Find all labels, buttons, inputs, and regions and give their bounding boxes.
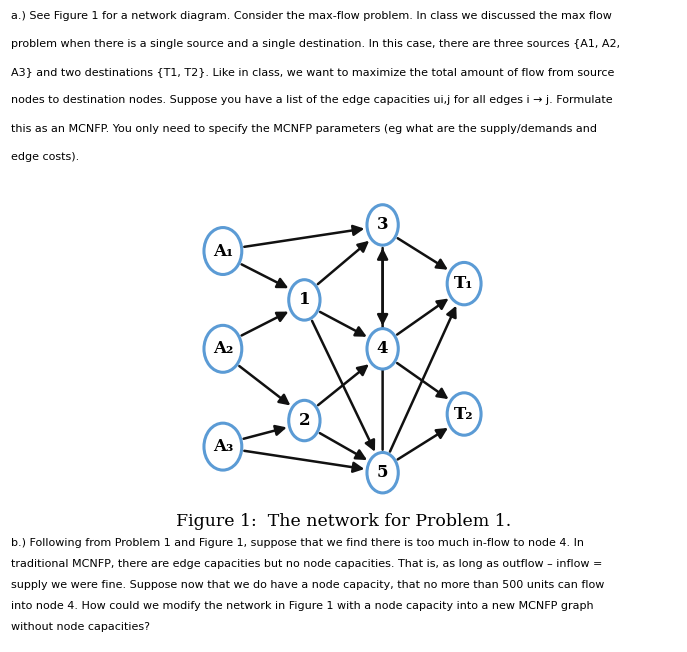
Ellipse shape [367,329,398,369]
Text: traditional MCNFP, there are edge capacities but no node capacities. That is, as: traditional MCNFP, there are edge capaci… [11,559,602,569]
Text: T₁: T₁ [454,275,474,292]
Ellipse shape [447,393,481,436]
Ellipse shape [367,452,398,493]
Text: into node 4. How could we modify the network in Figure 1 with a node capacity in: into node 4. How could we modify the net… [11,601,594,611]
Text: nodes to destination nodes. Suppose you have a list of the edge capacities ui,j : nodes to destination nodes. Suppose you … [11,95,613,106]
Text: b.) Following from Problem 1 and Figure 1, suppose that we find there is too muc: b.) Following from Problem 1 and Figure … [11,537,584,548]
Text: A₁: A₁ [213,243,233,259]
Ellipse shape [289,400,320,441]
Text: T₂: T₂ [454,406,474,422]
Text: edge costs).: edge costs). [11,152,79,162]
Text: A₃: A₃ [213,438,233,455]
Ellipse shape [204,423,242,470]
Text: 5: 5 [377,464,388,481]
Ellipse shape [289,280,320,320]
Text: 2: 2 [299,412,311,429]
Text: this as an MCNFP. You only need to specify the MCNFP parameters (eg what are the: this as an MCNFP. You only need to speci… [11,124,597,134]
Ellipse shape [204,228,242,274]
Text: 1: 1 [299,291,310,308]
Ellipse shape [367,205,398,245]
Ellipse shape [447,262,481,305]
Text: A3} and two destinations {T1, T2}. Like in class, we want to maximize the total : A3} and two destinations {T1, T2}. Like … [11,67,614,78]
Text: a.) See Figure 1 for a network diagram. Consider the max-flow problem. In class : a.) See Figure 1 for a network diagram. … [11,11,612,22]
Text: Figure 1:  The network for Problem 1.: Figure 1: The network for Problem 1. [176,513,511,530]
Ellipse shape [204,325,242,372]
Text: 4: 4 [377,340,388,357]
Text: 3: 3 [376,216,388,233]
Text: A₂: A₂ [213,340,233,357]
Text: without node capacities?: without node capacities? [11,622,150,632]
Text: supply we were fine. Suppose now that we do have a node capacity, that no more t: supply we were fine. Suppose now that we… [11,580,605,590]
Text: problem when there is a single source and a single destination. In this case, th: problem when there is a single source an… [11,39,620,50]
